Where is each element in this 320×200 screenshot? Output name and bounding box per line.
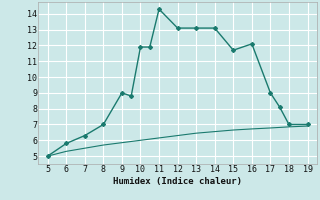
X-axis label: Humidex (Indice chaleur): Humidex (Indice chaleur) [113, 177, 242, 186]
